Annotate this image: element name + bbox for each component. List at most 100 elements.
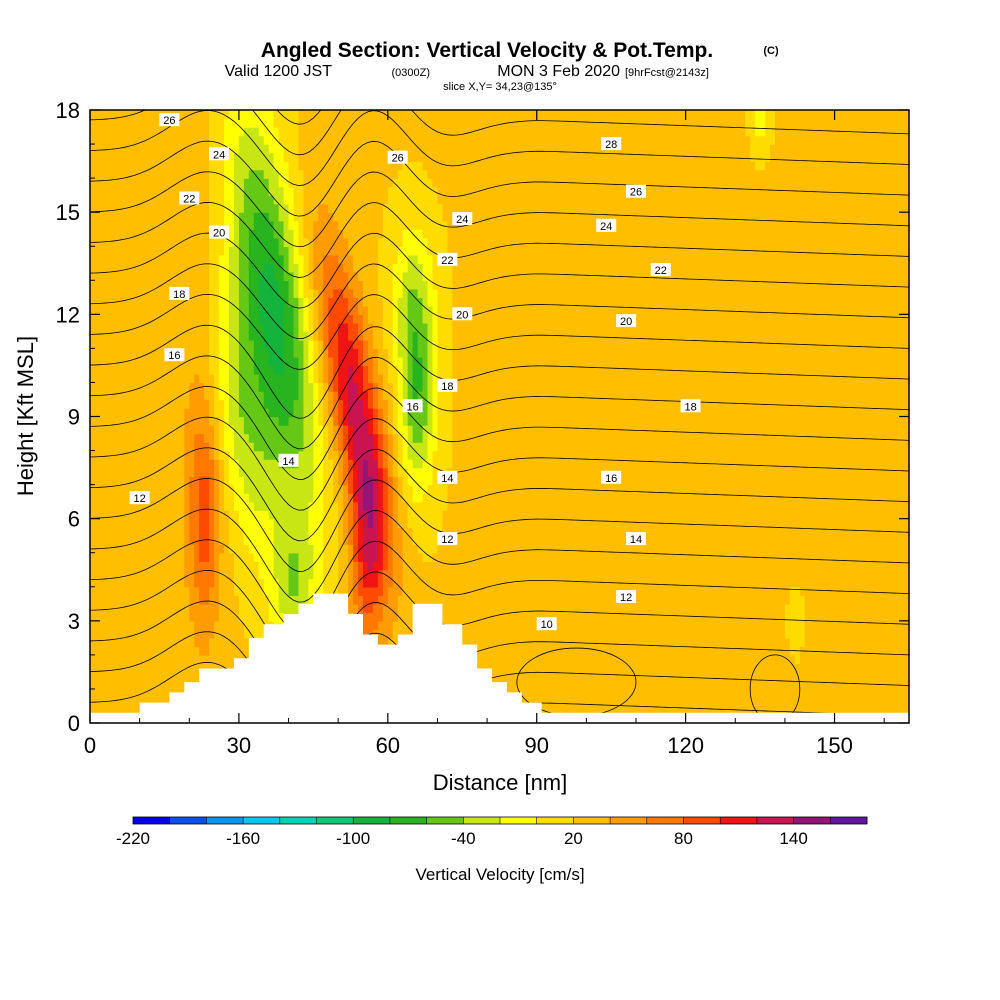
velocity-cell [134, 484, 141, 494]
velocity-cell [392, 612, 399, 622]
velocity-cell [427, 535, 434, 545]
velocity-cell [253, 246, 260, 256]
velocity-cell [90, 433, 96, 443]
velocity-cell [412, 220, 419, 230]
velocity-cell [407, 586, 414, 596]
velocity-cell [397, 339, 404, 350]
velocity-cell [308, 518, 315, 528]
velocity-cell [228, 578, 235, 588]
velocity-cell [209, 373, 215, 384]
velocity-cell [174, 305, 181, 316]
velocity-cell [422, 527, 429, 537]
velocity-cell [139, 390, 146, 401]
velocity-cell [363, 612, 369, 622]
velocity-cell [263, 135, 270, 145]
velocity-cell [253, 493, 260, 503]
velocity-cell [199, 578, 205, 588]
velocity-cell [387, 322, 394, 333]
velocity-cell [184, 348, 190, 358]
velocity-cell [129, 637, 136, 648]
velocity-cell [363, 229, 369, 239]
velocity-cell [129, 407, 136, 418]
velocity-cell [129, 365, 136, 375]
velocity-cell [219, 280, 225, 290]
velocity-cell [224, 620, 230, 631]
velocity-cell [278, 203, 285, 213]
velocity-cell [358, 586, 364, 596]
velocity-cell [238, 637, 245, 648]
velocity-cell [204, 620, 210, 631]
velocity-cell [298, 459, 305, 469]
velocity-cell [189, 118, 195, 128]
velocity-cell [179, 561, 186, 571]
velocity-cell [402, 407, 409, 418]
velocity-cell [179, 246, 186, 256]
velocity-cell [194, 254, 200, 264]
velocity-cell [318, 373, 324, 384]
velocity-cell [129, 348, 136, 358]
velocity-cell [94, 450, 101, 460]
velocity-cell [382, 339, 389, 350]
velocity-cell [278, 339, 285, 350]
velocity-cell [372, 518, 379, 528]
velocity-cell [367, 373, 374, 384]
velocity-cell [99, 578, 106, 588]
velocity-cell [139, 561, 146, 571]
velocity-cell [134, 118, 141, 128]
velocity-cell [179, 527, 186, 537]
velocity-cell [243, 110, 250, 120]
velocity-cell [343, 586, 349, 596]
velocity-cell [179, 271, 186, 281]
velocity-cell [382, 297, 389, 307]
velocity-cell [149, 356, 156, 367]
velocity-cell [154, 365, 161, 375]
velocity-cell [184, 152, 190, 162]
velocity-cell [288, 178, 295, 188]
velocity-cell [278, 246, 285, 256]
velocity-cell [169, 186, 176, 196]
velocity-cell [169, 382, 176, 392]
velocity-cell [238, 561, 245, 571]
velocity-cell [308, 220, 315, 230]
velocity-cell [209, 271, 215, 281]
velocity-cell [204, 450, 210, 460]
velocity-cell [338, 459, 344, 469]
velocity-cell [228, 510, 235, 520]
velocity-cell [308, 348, 315, 358]
velocity-cell [367, 578, 374, 588]
velocity-cell [358, 254, 364, 264]
velocity-cell [397, 484, 404, 494]
velocity-cell [417, 186, 424, 196]
velocity-cell [278, 365, 285, 375]
velocity-cell [243, 493, 250, 503]
velocity-cell [407, 569, 414, 579]
velocity-cell [278, 586, 285, 596]
velocity-cell [104, 220, 111, 230]
velocity-cell [99, 331, 106, 341]
velocity-cell [224, 135, 230, 145]
velocity-cell [313, 390, 320, 401]
velocity-cell [363, 518, 369, 528]
velocity-cell [363, 280, 369, 290]
velocity-cell [323, 561, 329, 571]
velocity-cell [353, 288, 359, 298]
velocity-cell [397, 433, 404, 443]
velocity-cell [417, 229, 424, 239]
velocity-cell [154, 271, 161, 281]
velocity-cell [407, 629, 414, 639]
velocity-cell [90, 654, 96, 665]
velocity-cell [253, 467, 260, 477]
velocity-cell [318, 263, 324, 273]
velocity-cell [417, 144, 424, 154]
velocity-cell [233, 118, 240, 128]
velocity-cell [199, 518, 205, 528]
velocity-cell [338, 254, 344, 264]
velocity-cell [119, 237, 126, 247]
velocity-cell [194, 229, 200, 239]
velocity-cell [109, 305, 116, 316]
velocity-cell [179, 161, 186, 171]
velocity-cell [417, 484, 424, 494]
velocity-cell [328, 314, 334, 324]
velocity-cell [154, 169, 161, 179]
velocity-cell [288, 416, 295, 426]
